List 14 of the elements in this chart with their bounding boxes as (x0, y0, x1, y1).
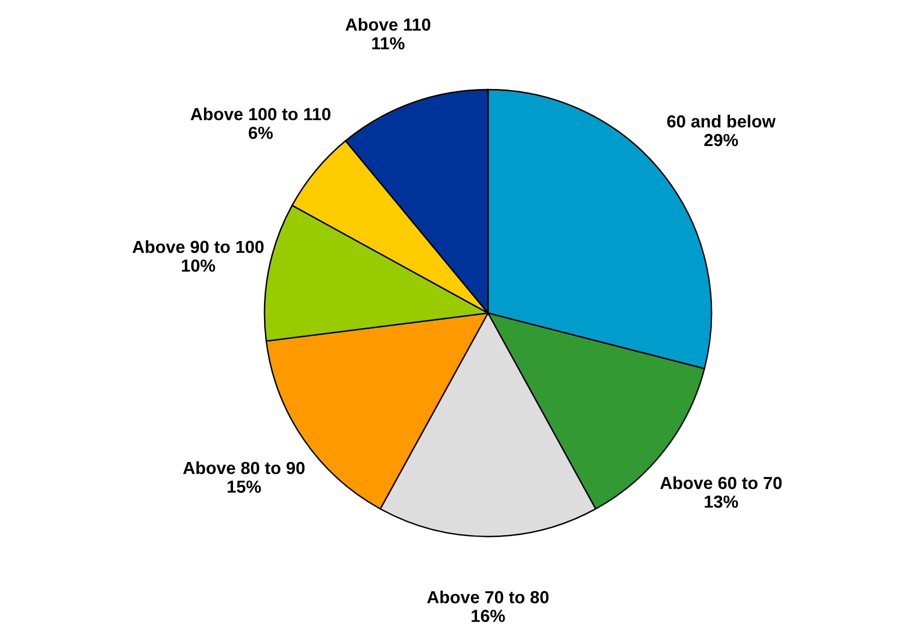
slice-label: Above 90 to 100 (132, 240, 264, 254)
data-label: 13% (704, 496, 738, 508)
data-label: 6% (248, 126, 273, 139)
slice-label: Above 70 to 80 (427, 590, 549, 604)
data-label: 11% (372, 37, 404, 50)
slice-label: Above 80 to 90 (183, 461, 305, 474)
slice-label: 60 and below (667, 114, 776, 128)
data-label: 15% (228, 480, 261, 493)
slice-label: Above 110 (346, 18, 430, 31)
data-label: 29% (704, 134, 738, 146)
slice-label: Above 60 to 70 (660, 476, 782, 490)
data-label: 16% (472, 610, 505, 622)
data-label: 10% (182, 259, 216, 272)
slice-label: Above 100 to 110 (190, 108, 330, 120)
